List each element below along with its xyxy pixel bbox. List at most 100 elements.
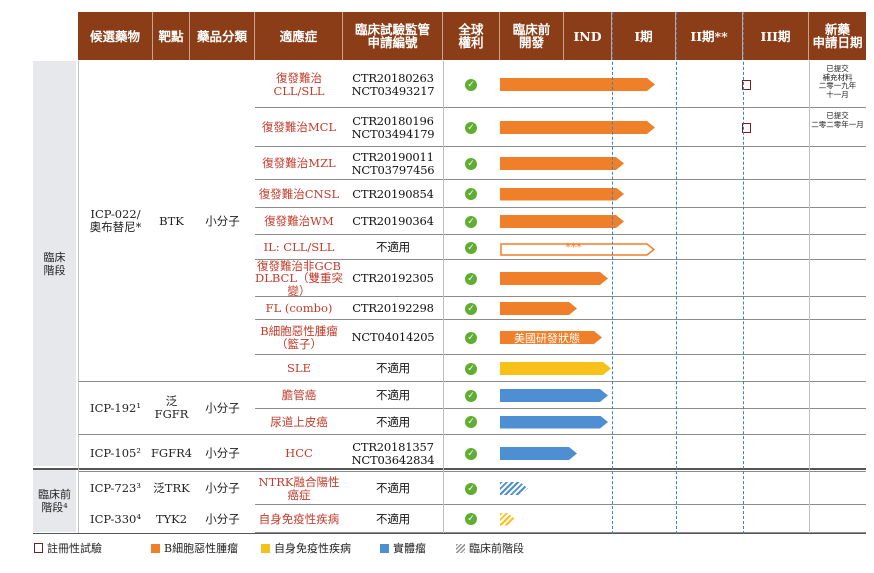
check-icon: ✓: [465, 416, 477, 428]
progress-bar: [500, 215, 624, 228]
legend-solid: 實體瘤: [380, 540, 426, 556]
indication-cell: 自身免疫性疾病: [255, 505, 343, 533]
check-icon: ✓: [465, 482, 477, 495]
drug-icp192-class: 小分子: [205, 400, 240, 415]
trial-id-cell: CTR20180196 NCT03494179: [343, 108, 443, 147]
trial-id-cell: CTR20190364: [343, 208, 443, 235]
trial-id-cell: 不適用: [343, 472, 443, 505]
progress-bar: [500, 188, 624, 201]
check-icon: ✓: [465, 188, 477, 200]
header-class: 藥品分類: [190, 12, 255, 60]
group-divider: [78, 434, 255, 435]
row-divider: [255, 354, 866, 355]
row-divider: [255, 146, 866, 147]
group-divider: [78, 471, 255, 472]
row-divider: [255, 532, 866, 533]
drug-icp192-name: ICP-192¹: [90, 400, 141, 415]
cell-text: CTR20181357: [352, 440, 434, 454]
drug-icp723-target: 泛TRK: [153, 481, 190, 495]
row-divider: [255, 259, 866, 260]
cell-text: NCT03494179: [351, 126, 435, 141]
progress-bar: [500, 331, 602, 344]
row-divider: [255, 381, 866, 382]
progress-bar: [500, 121, 655, 134]
indication-cell: 膽管癌: [255, 382, 343, 409]
cell-text: NCT03493217: [351, 83, 435, 98]
cell-text: CTR20190854: [352, 186, 434, 201]
header-nda-date: 新藥 申請日期: [812, 22, 863, 50]
column-divider: [443, 61, 444, 533]
indication-cell: B細胞惡性腫瘤 （籃子）: [255, 320, 343, 355]
check-icon: ✓: [465, 447, 477, 460]
trial-id-cell: 不適用: [343, 409, 443, 435]
check-icon: ✓: [465, 389, 477, 402]
indication-cell: SLE: [255, 355, 343, 382]
cell-text: 不適用: [376, 388, 410, 403]
nda-line: 已提交: [826, 64, 849, 73]
solid-swatch: [380, 543, 389, 553]
table-bottom-border: [33, 533, 866, 534]
row-divider: [255, 434, 866, 435]
progress-bar: [500, 362, 611, 375]
cell-text: NCT03797456: [351, 162, 435, 177]
cell-text: 復發難治CNSL: [258, 186, 340, 201]
cell-text: NTRK融合陽性癌症: [258, 475, 340, 502]
progress-bar-preclinical: [500, 513, 515, 526]
check-icon: ✓: [465, 331, 477, 344]
cell-text: SLE: [287, 361, 311, 376]
trial-id-cell: 不適用: [343, 505, 443, 533]
check-icon: ✓: [465, 362, 477, 375]
nda-line: 已提交: [826, 111, 849, 120]
cell-text: 不適用: [376, 511, 410, 526]
header-phase-2: II期**: [676, 12, 743, 60]
registrational-icon: [742, 122, 751, 133]
check-icon: ✓: [465, 513, 477, 525]
header-target: 靶點: [153, 12, 190, 60]
cell-text: 美國研發狀態: [514, 331, 580, 345]
cell-text: CTR20180196: [352, 114, 434, 128]
cell-text: 不適用: [376, 361, 410, 376]
cell-text: NCT03642834: [351, 452, 435, 467]
cell-text: 復發難治CLL/SLL: [273, 71, 325, 98]
progress-bar: [500, 78, 655, 91]
cell-text: IL: CLL/SLL: [263, 240, 335, 255]
indication-cell: FL (combo): [255, 297, 343, 320]
trial-id-cell: CTR20190854: [343, 180, 443, 208]
row-divider: [255, 107, 866, 108]
b-cell-swatch: [151, 543, 160, 553]
header-global-rights: 全球 權利: [443, 12, 500, 60]
header-phase-3: III期: [743, 12, 809, 60]
progress-bar: [500, 447, 577, 460]
check-icon: ✓: [465, 215, 477, 228]
header-phase-1: I期: [612, 12, 676, 60]
drug-icp022-class: 小分子: [205, 213, 240, 228]
indication-cell: NTRK融合陽性癌症: [255, 472, 343, 505]
indication-cell: 復發難治CLL/SLL: [255, 61, 343, 108]
header-indication: 適應症: [255, 12, 343, 60]
trial-id-cell: CTR20181357 NCT03642834: [343, 435, 443, 472]
cell-text: ***: [565, 241, 582, 254]
indication-cell: 復發難治非GCB DLBCL（雙重突變）: [255, 260, 343, 297]
autoimmune-swatch: [261, 543, 270, 553]
cell-text: CTR20190011: [352, 150, 434, 164]
preclinical-swatch: [456, 543, 465, 553]
header-preclinical: 臨床前 開發: [500, 12, 564, 60]
row-divider: [255, 408, 866, 409]
table-header: [78, 12, 866, 60]
indication-cell: IL: CLL/SLL: [255, 235, 343, 260]
trial-id-cell: CTR20180263 NCT03493217: [343, 61, 443, 108]
drug-icp723-name: ICP-723³: [90, 481, 141, 495]
cell-text: （籃子）: [276, 336, 322, 351]
progress-bar: [500, 272, 608, 285]
phase2-phase3-divider: [743, 12, 744, 534]
row-divider: [255, 504, 866, 505]
nda-line: 二零二零年一月: [811, 119, 864, 129]
group-divider: [78, 381, 255, 382]
trial-id-cell: 不適用: [343, 382, 443, 409]
progress-bar: [500, 389, 608, 402]
check-icon: ✓: [465, 157, 477, 170]
trial-id-cell: CTR20190011 NCT03797456: [343, 147, 443, 180]
progress-bar: [500, 302, 577, 315]
nda-line: 補充材料: [822, 72, 853, 82]
drug-icp330-name: ICP-330⁴: [90, 511, 141, 526]
